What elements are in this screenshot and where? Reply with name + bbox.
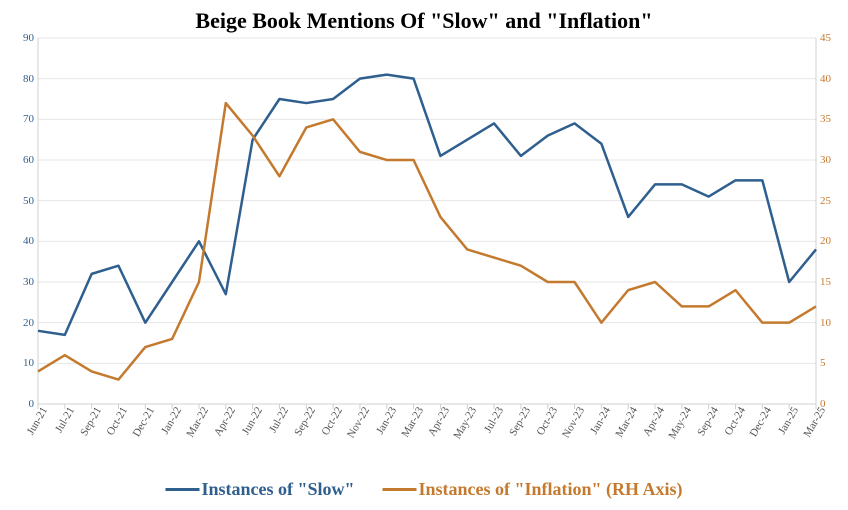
- x-tick: Mar-24: [612, 404, 641, 439]
- y-right-tick: 35: [816, 113, 831, 125]
- y-right-tick: 5: [816, 357, 826, 369]
- y-right-tick: 30: [816, 154, 831, 166]
- chart-container: Beige Book Mentions Of "Slow" and "Infla…: [0, 0, 848, 510]
- x-tick: Oct-24: [720, 404, 747, 437]
- x-tick: Jun-21: [23, 404, 50, 437]
- plot-svg: [38, 38, 816, 404]
- y-right-tick: 45: [816, 32, 831, 44]
- legend-item-slow: Instances of "Slow": [165, 479, 354, 500]
- x-tick: Oct-21: [103, 404, 130, 437]
- y-right-tick: 20: [816, 235, 831, 247]
- x-tick: Sep-24: [693, 404, 721, 438]
- chart-title: Beige Book Mentions Of "Slow" and "Infla…: [195, 8, 652, 34]
- y-left-tick: 50: [23, 195, 38, 207]
- x-tick: Nov-23: [558, 404, 587, 440]
- y-left-tick: 10: [23, 357, 38, 369]
- y-left-tick: 40: [23, 235, 38, 247]
- y-right-tick: 25: [816, 195, 831, 207]
- x-tick: Jun-22: [238, 404, 265, 437]
- x-tick: Jul-21: [51, 404, 77, 435]
- x-tick: Jul-23: [480, 404, 506, 435]
- x-tick: Dec-21: [129, 404, 157, 439]
- x-tick: Oct-22: [318, 404, 345, 437]
- x-tick: Dec-24: [746, 404, 774, 439]
- y-left-tick: 70: [23, 113, 38, 125]
- x-tick: Jul-22: [266, 404, 292, 435]
- x-tick: Jan-25: [775, 404, 802, 436]
- x-tick: Sep-21: [76, 404, 104, 438]
- legend-label-slow: Instances of "Slow": [201, 479, 354, 500]
- y-left-tick: 90: [23, 32, 38, 44]
- x-tick: Nov-22: [343, 404, 372, 440]
- x-tick: May-23: [450, 404, 480, 441]
- x-tick: Apr-23: [425, 404, 453, 438]
- plot-area: 0102030405060708090051015202530354045Jun…: [38, 38, 816, 404]
- x-tick: Jan-22: [157, 404, 184, 436]
- x-tick: Mar-23: [397, 404, 426, 439]
- y-left-tick: 80: [23, 73, 38, 85]
- x-tick: Jan-24: [587, 404, 614, 436]
- x-tick: Mar-22: [183, 404, 212, 439]
- x-tick: Jan-23: [372, 404, 399, 436]
- legend-swatch-slow: [165, 488, 199, 491]
- x-tick: Sep-22: [291, 404, 319, 438]
- x-tick: Sep-23: [505, 404, 533, 438]
- legend-item-inflation: Instances of "Inflation" (RH Axis): [382, 479, 682, 500]
- y-right-tick: 10: [816, 317, 831, 329]
- y-left-tick: 30: [23, 276, 38, 288]
- x-tick: May-24: [664, 404, 694, 441]
- legend-label-inflation: Instances of "Inflation" (RH Axis): [418, 479, 682, 500]
- y-left-tick: 60: [23, 154, 38, 166]
- y-left-tick: 20: [23, 317, 38, 329]
- x-tick: Apr-22: [210, 404, 238, 438]
- y-right-tick: 40: [816, 73, 831, 85]
- x-tick: Oct-23: [532, 404, 559, 437]
- legend: Instances of "Slow" Instances of "Inflat…: [165, 479, 682, 500]
- x-tick: Mar-25: [800, 404, 829, 439]
- x-tick: Apr-24: [639, 404, 667, 438]
- y-right-tick: 15: [816, 276, 831, 288]
- legend-swatch-inflation: [382, 488, 416, 491]
